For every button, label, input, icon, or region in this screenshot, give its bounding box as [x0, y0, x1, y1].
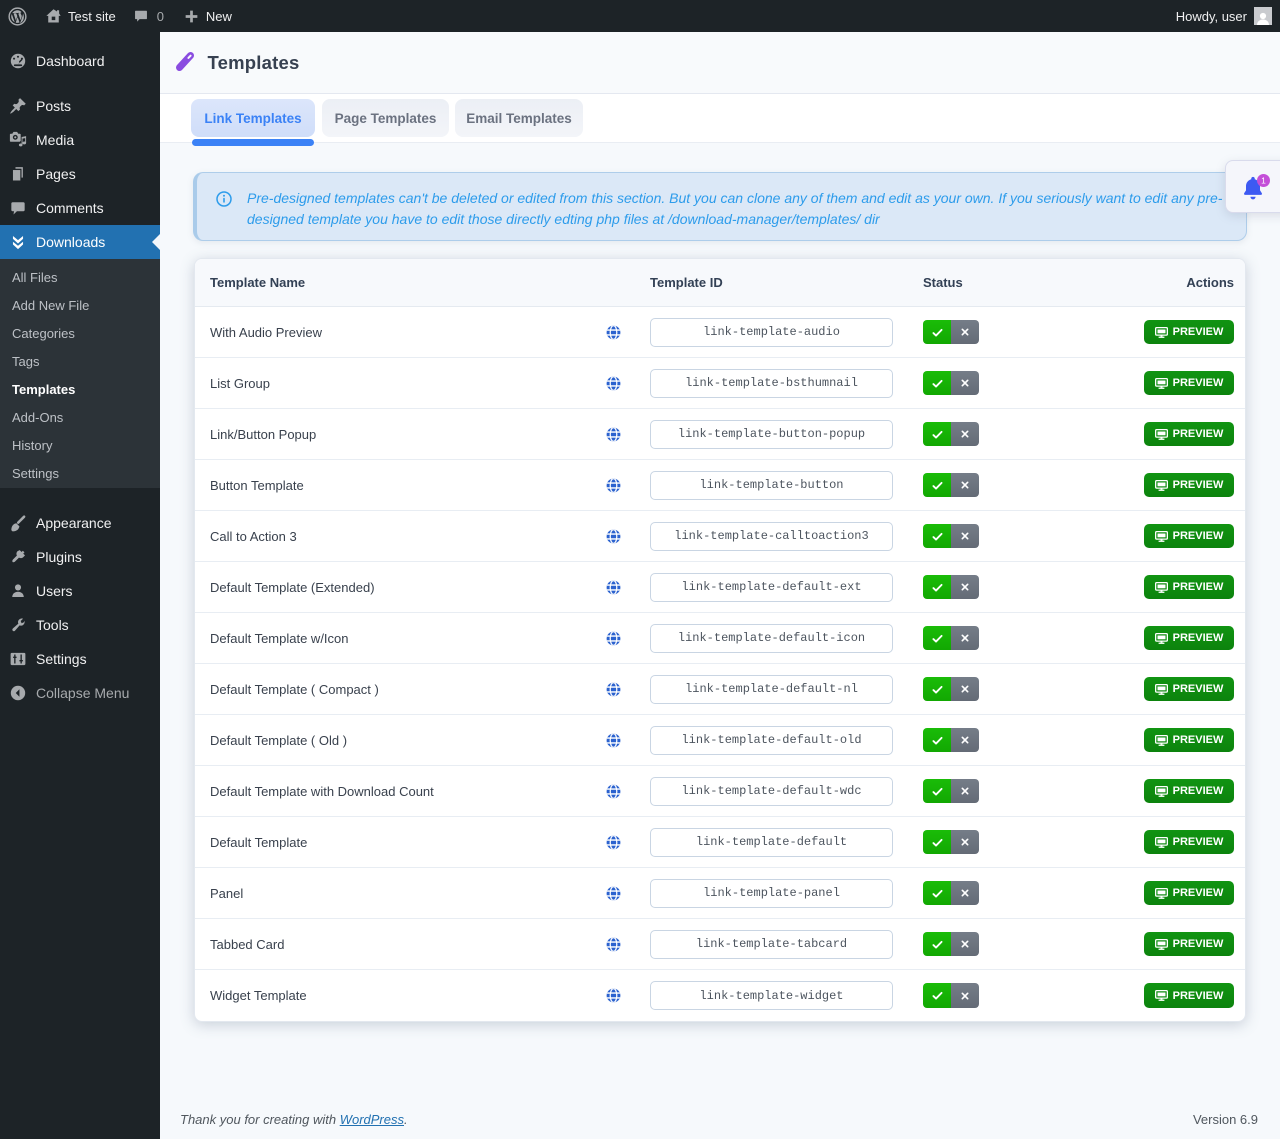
svg-text:1: 1	[1261, 175, 1266, 185]
